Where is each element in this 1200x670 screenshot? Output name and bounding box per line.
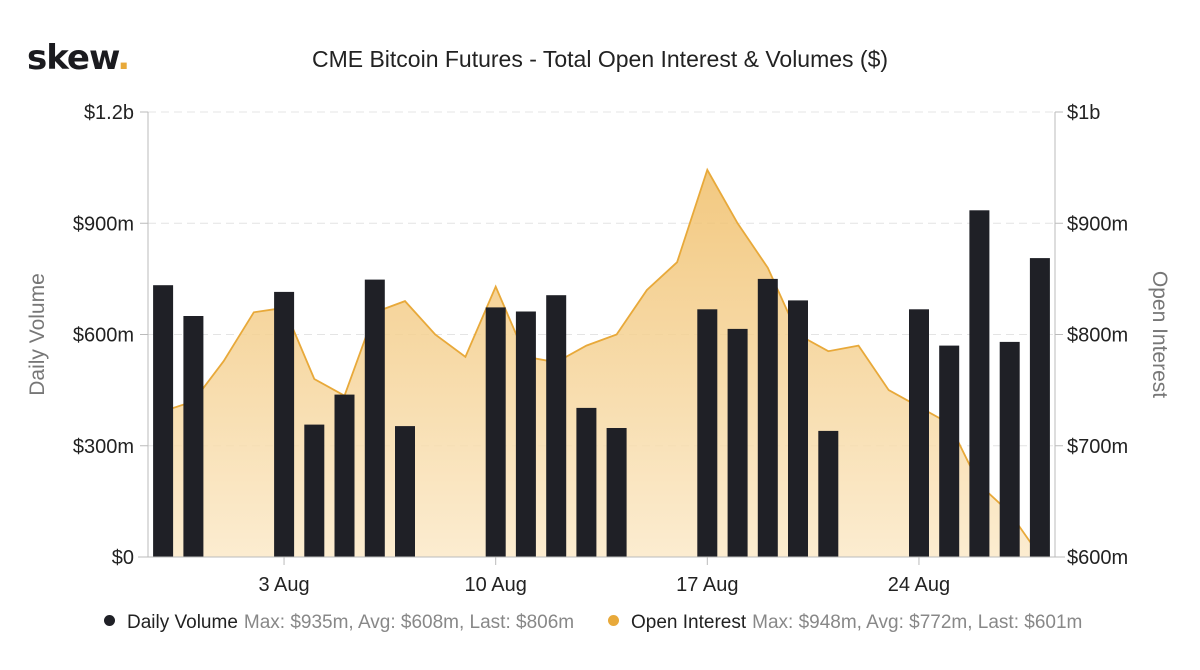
volume-bar bbox=[485, 307, 506, 557]
right-tick-label: $1b bbox=[1067, 102, 1100, 124]
volume-bar bbox=[304, 424, 325, 557]
legend-marker-daily-volume bbox=[104, 615, 115, 627]
right-tick-label: $800m bbox=[1067, 325, 1128, 347]
legend-series-name: Daily Volume bbox=[127, 612, 238, 633]
open-interest-layer bbox=[162, 167, 1041, 557]
legend-series-stats: Max: $935m, Avg: $608m, Last: $806m bbox=[243, 612, 575, 633]
left-tick-label: $0 bbox=[112, 547, 134, 569]
x-tick-label: 17 Aug bbox=[676, 574, 738, 596]
volume-bar bbox=[757, 278, 778, 557]
daily-volume-layer bbox=[153, 210, 1050, 558]
volume-bar bbox=[969, 210, 990, 558]
legend-series-name: Open Interest bbox=[631, 612, 747, 633]
volume-bar bbox=[364, 279, 385, 557]
volume-bar bbox=[606, 428, 627, 557]
volume-bar bbox=[788, 300, 808, 557]
volume-bar bbox=[546, 295, 567, 557]
volume-bar bbox=[576, 407, 597, 557]
legend-item-open-interest[interactable]: Open Interest Max: $948m, Avg: $772m, Las… bbox=[608, 612, 1082, 634]
right-tick-label: $700m bbox=[1067, 436, 1128, 458]
chart-title: CME Bitcoin Futures - Total Open Interes… bbox=[311, 46, 889, 72]
volume-bar bbox=[334, 394, 355, 557]
open-interest-line bbox=[162, 167, 1041, 557]
volume-bar bbox=[818, 430, 839, 557]
x-tick-label: 24 Aug bbox=[888, 574, 950, 596]
volume-bar bbox=[999, 341, 1020, 557]
axes: $0 $600m $300m $700m $600m $800m $900m $900m $1.… bbox=[26, 102, 1171, 596]
right-tick-label: $600m bbox=[1067, 547, 1128, 569]
left-tick-label: $1.2b bbox=[84, 102, 134, 124]
volume-bar bbox=[939, 345, 960, 557]
volume-bar bbox=[274, 291, 295, 557]
volume-bar bbox=[395, 426, 415, 557]
left-tick-label: $600m bbox=[73, 325, 134, 347]
volume-bar bbox=[697, 309, 718, 557]
left-tick-label: $900m bbox=[73, 213, 134, 235]
left-tick-label: $300m bbox=[73, 436, 134, 458]
volume-bar bbox=[183, 316, 204, 557]
open-interest-area bbox=[163, 169, 1040, 557]
legend-item-daily-volume[interactable]: Daily Volume Max: $935m, Avg: $608m, Last… bbox=[104, 612, 574, 634]
legend-marker-open-interest bbox=[608, 615, 619, 627]
volume-bar bbox=[1029, 258, 1050, 557]
right-tick-label: $900m bbox=[1067, 213, 1128, 235]
volume-bar bbox=[727, 328, 748, 557]
volume-bar bbox=[515, 311, 536, 557]
volume-bar bbox=[153, 285, 174, 557]
skew-logo: skew. bbox=[27, 38, 130, 78]
brand-name: skew bbox=[27, 38, 118, 78]
x-tick-label: 3 Aug bbox=[258, 574, 309, 596]
y-right-axis-label: Open Interest bbox=[1148, 271, 1171, 398]
volume-bar bbox=[909, 309, 929, 557]
brand-dot: . bbox=[117, 38, 130, 78]
legend-series-stats: Max: $948m, Avg: $772m, Last: $601m bbox=[752, 612, 1083, 633]
x-tick-label: 10 Aug bbox=[465, 574, 527, 596]
y-left-axis-label: Daily Volume bbox=[26, 273, 49, 396]
